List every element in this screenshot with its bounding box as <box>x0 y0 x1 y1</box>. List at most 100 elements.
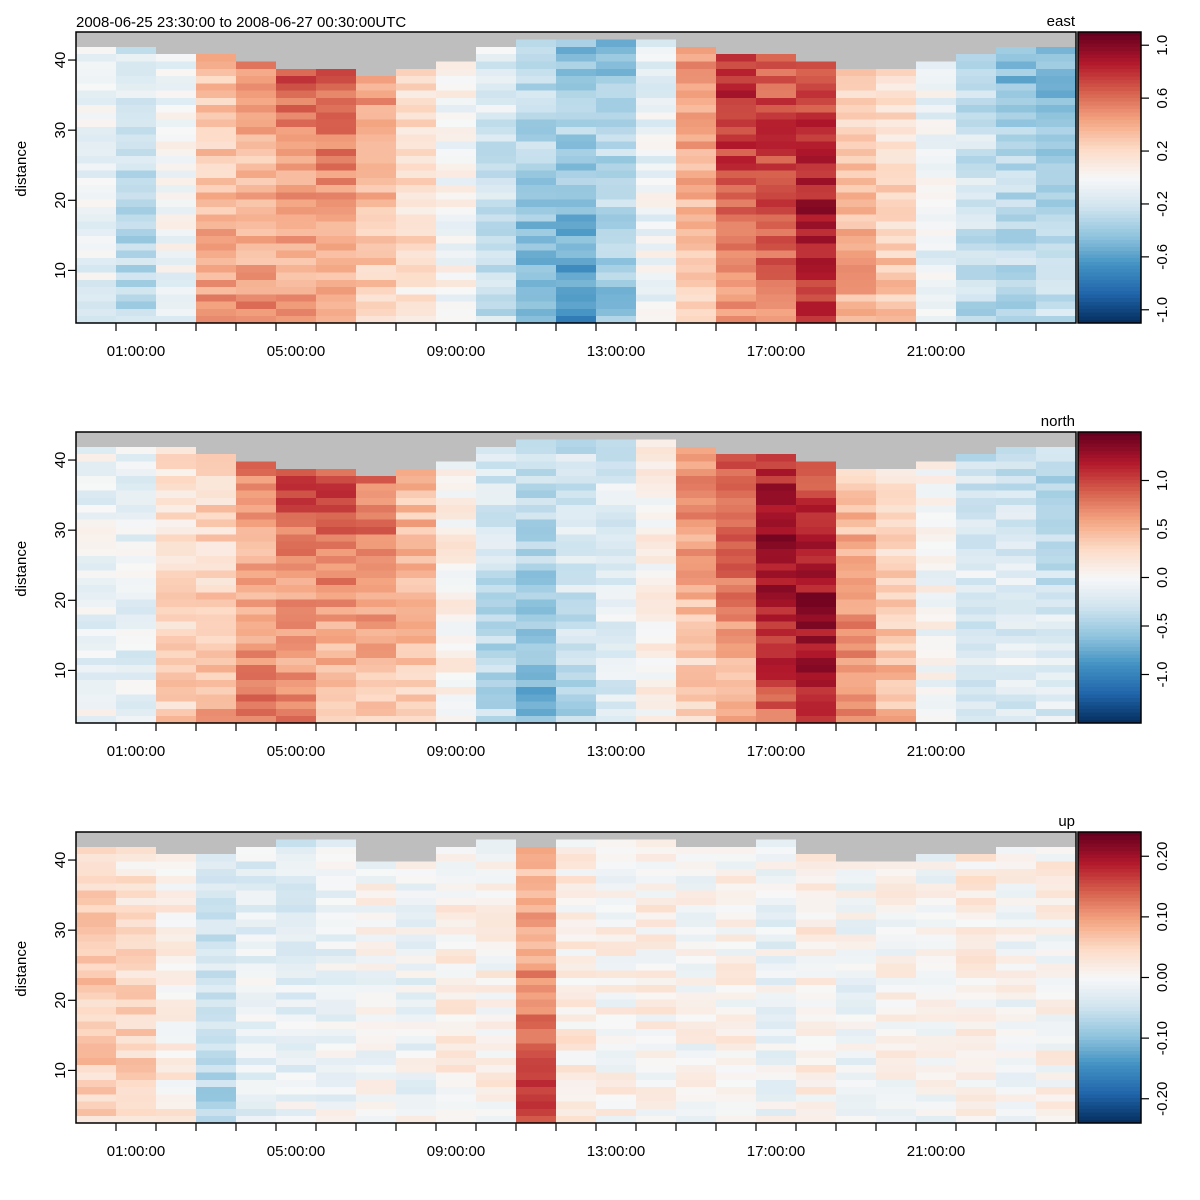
heatmap-cell <box>1036 941 1077 949</box>
heatmap-cell <box>556 119 597 127</box>
heatmap-cell <box>916 555 957 564</box>
heatmap-cell <box>596 32 637 40</box>
heatmap-cell <box>396 912 437 920</box>
heatmap-cell <box>1036 933 1077 942</box>
heatmap-cell <box>156 235 197 244</box>
heatmap-cell <box>996 1042 1037 1051</box>
heatmap-cell <box>756 39 797 47</box>
heatmap-cell <box>76 941 117 949</box>
heatmap-cell <box>436 584 477 593</box>
heatmap-cell <box>756 693 797 702</box>
heatmap-cell <box>596 286 637 295</box>
heatmap-cell <box>196 155 237 164</box>
heatmap-cell <box>916 839 957 847</box>
heatmap-cell <box>236 613 277 622</box>
heatmap-cell <box>876 126 917 135</box>
heatmap-cell <box>716 1013 757 1022</box>
heatmap-cell <box>236 133 277 142</box>
colorbar-step <box>1078 264 1141 270</box>
heatmap-cell <box>516 948 557 957</box>
heatmap-cell <box>116 1035 157 1044</box>
heatmap-cell <box>236 1050 277 1058</box>
heatmap-cell <box>76 541 117 549</box>
heatmap-cell <box>676 221 717 229</box>
heatmap-cell <box>276 453 317 462</box>
heatmap-cell <box>356 1086 397 1095</box>
heatmap-cell <box>596 213 637 222</box>
heatmap-cell <box>1036 708 1077 717</box>
heatmap-cell <box>836 1006 877 1015</box>
heatmap-cell <box>316 257 357 266</box>
heatmap-cell <box>716 177 757 186</box>
heatmap-cell <box>356 635 397 644</box>
heatmap-cell <box>636 533 677 542</box>
heatmap-cell <box>476 861 517 869</box>
heatmap-cell <box>676 497 717 506</box>
heatmap-cell <box>916 126 957 135</box>
heatmap-cell <box>436 104 477 113</box>
heatmap-cell <box>676 133 717 142</box>
heatmap-cell <box>716 897 757 906</box>
colorbar-step <box>1078 435 1141 440</box>
heatmap-cell <box>756 584 797 593</box>
heatmap-cell <box>956 519 997 527</box>
heatmap-cell <box>916 526 957 535</box>
heatmap-cell <box>276 882 317 891</box>
heatmap-cell <box>716 32 757 40</box>
heatmap-cell <box>276 904 317 913</box>
heatmap-cell <box>796 882 837 891</box>
heatmap-cell <box>76 192 117 200</box>
heatmap-cell <box>276 650 317 658</box>
heatmap-cell <box>676 439 717 447</box>
heatmap-cell <box>596 1050 637 1058</box>
heatmap-cell <box>356 32 397 40</box>
heatmap-cell <box>316 104 357 113</box>
heatmap-cell <box>356 992 397 1000</box>
heatmap-cell <box>196 1072 237 1080</box>
heatmap-cell <box>476 177 517 186</box>
colorbar-step <box>1078 206 1141 211</box>
heatmap-cell <box>316 955 357 964</box>
heatmap-cell <box>756 242 797 251</box>
heatmap-cell <box>276 228 317 237</box>
heatmap-cell <box>916 1006 957 1015</box>
heatmap-cell <box>876 861 917 869</box>
colorbar-step <box>1078 1017 1141 1022</box>
heatmap-cell <box>1036 432 1077 440</box>
heatmap-cell <box>556 861 597 869</box>
heatmap-cell <box>476 846 517 855</box>
heatmap-cell <box>596 184 637 193</box>
colorbar-step <box>1078 253 1141 259</box>
heatmap-cell <box>356 882 397 891</box>
heatmap-cell <box>916 861 957 869</box>
heatmap-cell <box>476 926 517 935</box>
heatmap-cell <box>1036 839 1077 847</box>
heatmap-cell <box>236 1072 277 1080</box>
heatmap-cell <box>116 1028 157 1037</box>
heatmap-cell <box>676 897 717 906</box>
heatmap-cell <box>796 715 837 724</box>
heatmap-cell <box>756 68 797 77</box>
heatmap-cell <box>996 221 1037 229</box>
heatmap-cell <box>276 584 317 593</box>
heatmap-cell <box>636 1021 677 1029</box>
heatmap-cell <box>956 235 997 244</box>
heatmap-cell <box>836 606 877 615</box>
heatmap-cell <box>316 315 357 324</box>
colorbar-step <box>1078 875 1141 880</box>
heatmap-cell <box>756 672 797 680</box>
heatmap-cell <box>196 475 237 484</box>
heatmap-cell <box>76 657 117 666</box>
heatmap-cell <box>636 919 677 927</box>
heatmap-cell <box>396 519 437 527</box>
heatmap-cell <box>1036 672 1077 680</box>
heatmap-cell <box>756 461 797 469</box>
heatmap-cell <box>316 46 357 55</box>
heatmap-cell <box>316 664 357 673</box>
heatmap-cell <box>716 701 757 709</box>
heatmap-cell <box>396 512 437 520</box>
heatmap-cell <box>116 621 157 629</box>
heatmap-cell <box>996 97 1037 106</box>
heatmap-cell <box>236 715 277 724</box>
heatmap-cell <box>236 562 277 571</box>
